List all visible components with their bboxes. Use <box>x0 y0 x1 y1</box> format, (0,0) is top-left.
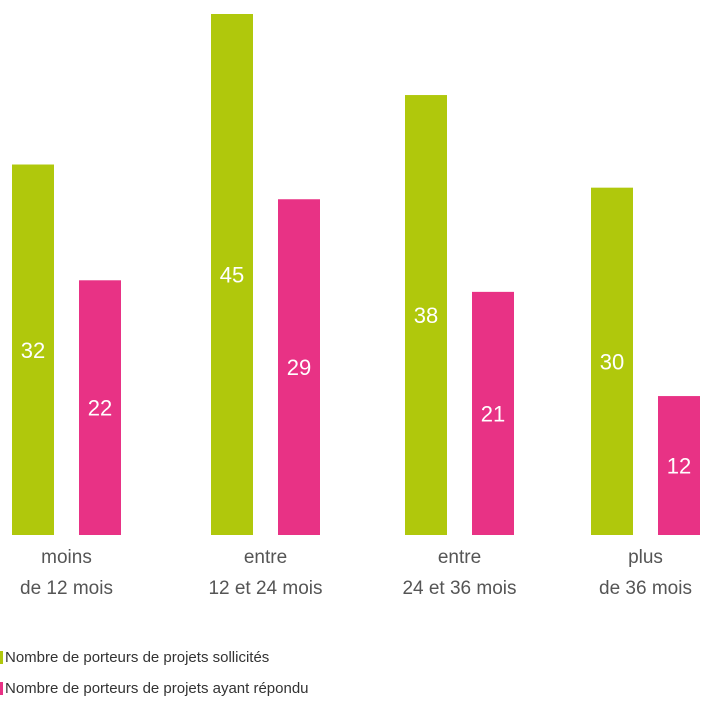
data-label-series1-cat2: 45 <box>220 263 244 288</box>
bar-series1-cat1 <box>12 164 54 535</box>
data-label-series1-cat1: 32 <box>21 338 45 363</box>
bar-series2-cat4 <box>658 396 700 535</box>
category-label-3-line2: 24 et 36 mois <box>402 578 516 599</box>
legend-item-solicited: Nombre de porteurs de projets sollicités <box>0 649 269 666</box>
legend-label-solicited: Nombre de porteurs de projets sollicités <box>5 649 270 666</box>
data-label-series2-cat3: 21 <box>481 401 505 426</box>
category-label-2-line2: 12 et 24 mois <box>208 578 322 599</box>
bar-series1-cat3 <box>405 95 447 536</box>
data-label-series2-cat2: 29 <box>287 355 311 380</box>
legend-label-responded: Nombre de porteurs de projets ayant répo… <box>5 680 309 697</box>
bar-series1-cat4 <box>591 187 633 535</box>
legend-item-responded: Nombre de porteurs de projets ayant répo… <box>0 680 309 697</box>
legend-swatch-responded <box>0 682 3 695</box>
category-label-4-line1: plus <box>628 547 663 568</box>
bar-series2-cat1 <box>79 280 121 535</box>
data-label-series1-cat3: 38 <box>414 303 438 328</box>
bar-chart: 32 45 38 30 22 29 21 12 moins de 12 mois entre 12 e… <box>12 14 700 599</box>
category-label-4-line2: de 36 mois <box>599 578 692 599</box>
bar-series2-cat2 <box>278 199 320 535</box>
bar-series2-cat3 <box>472 291 514 535</box>
category-label-3-line1: entre <box>438 547 481 568</box>
category-label-1-line2: de 12 mois <box>20 578 113 599</box>
legend-swatch-solicited <box>0 651 3 664</box>
bar-series1-cat2 <box>211 14 253 535</box>
data-label-series1-cat4: 30 <box>600 349 624 374</box>
data-label-series2-cat4: 12 <box>667 454 691 479</box>
data-label-series2-cat1: 22 <box>88 396 112 421</box>
category-label-1-line1: moins <box>41 547 92 568</box>
category-label-2-line1: entre <box>244 547 287 568</box>
